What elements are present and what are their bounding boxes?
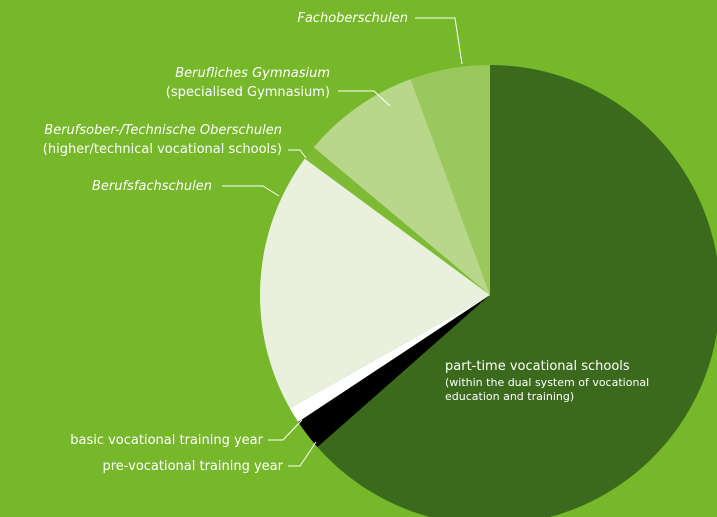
leader-line: [288, 149, 307, 159]
label-subtext: (specialised Gymnasium): [165, 85, 330, 100]
label-text: Berufliches Gymnasium: [175, 66, 330, 81]
leader-line: [338, 90, 391, 107]
pie-slice: [298, 295, 490, 448]
leader-line: [288, 441, 317, 467]
pie-slice: [289, 295, 490, 422]
leader-line: [268, 419, 303, 441]
slice-label: Fachoberschulen: [297, 9, 408, 28]
slice-label: basic vocational training year: [70, 431, 263, 450]
label-text: Berufsfachschulen: [91, 179, 212, 194]
label-text: Berufsober-/Technische Oberschulen: [44, 123, 282, 138]
leader-line: [222, 185, 280, 197]
pie-slice: [313, 79, 490, 295]
label-subtext: (higher/technical vocational schools): [42, 142, 282, 157]
label-subtext: (within the dual system of vocational ed…: [445, 376, 650, 403]
label-text: basic vocational training year: [70, 433, 263, 448]
pie-slice: [410, 65, 490, 295]
label-text: Fachoberschulen: [297, 11, 408, 26]
label-text: pre-vocational training year: [102, 459, 283, 474]
slice-label: Berufsober-/Technische Oberschulen (highe…: [43, 121, 282, 159]
label-text: part-time vocational schools: [445, 359, 630, 374]
pie-slice: [259, 158, 490, 409]
slice-label: Berufliches Gymnasium (specialised Gymnas…: [166, 64, 330, 102]
pie-slice: [304, 147, 490, 295]
slice-label: part-time vocational schools (within the …: [445, 357, 695, 404]
slice-label: pre-vocational training year: [102, 457, 283, 476]
leader-line: [415, 17, 463, 65]
pie: [259, 65, 717, 517]
slice-label: Berufsfachschulen: [92, 177, 212, 196]
pie-slice: [317, 65, 717, 517]
